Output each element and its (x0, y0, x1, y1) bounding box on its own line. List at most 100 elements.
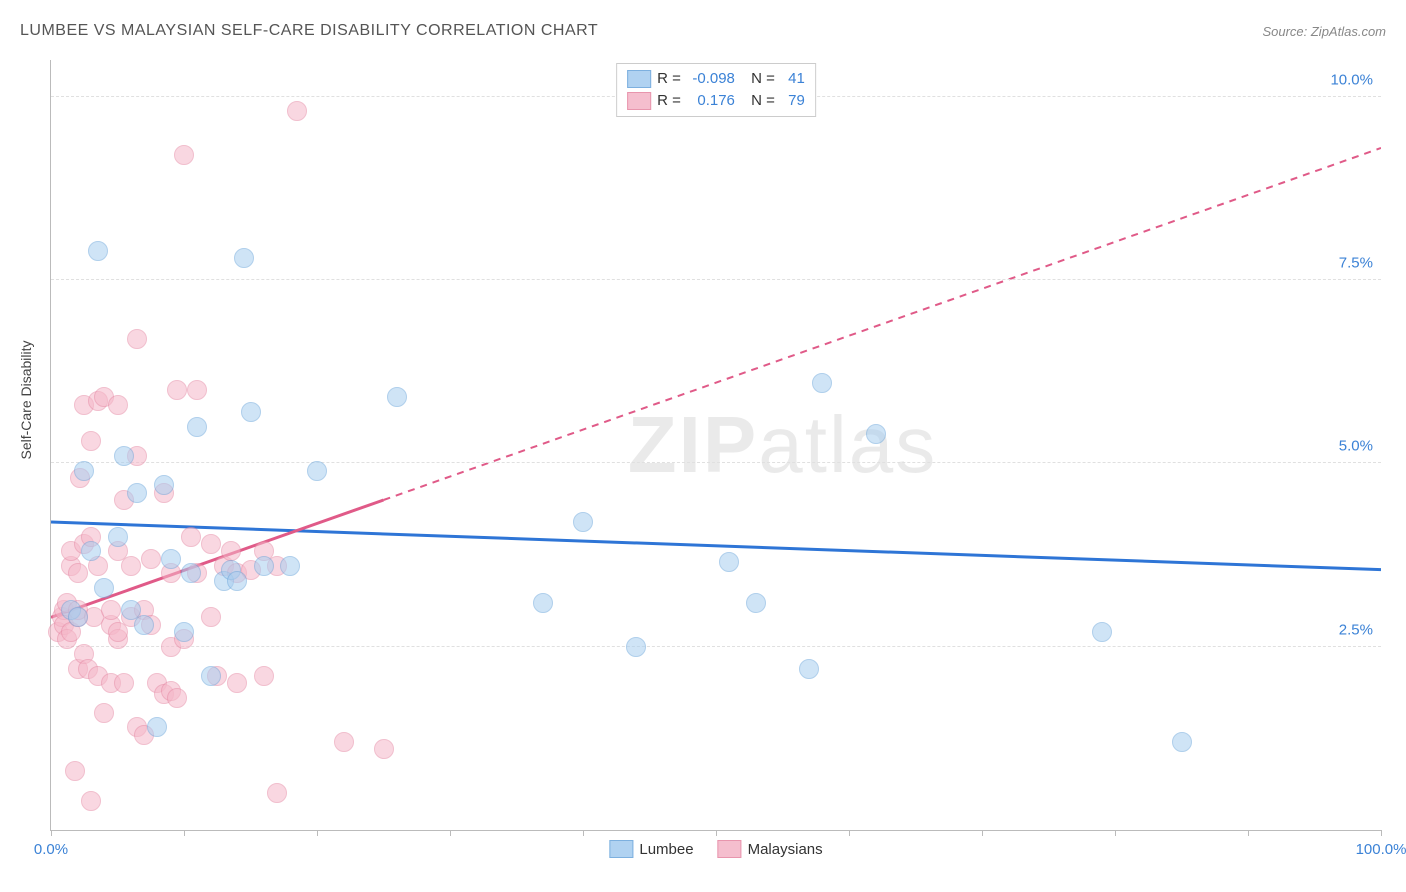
x-tick (184, 830, 185, 836)
legend-r-label: R = (657, 68, 681, 90)
lumbee-point (187, 417, 207, 437)
x-tick (51, 830, 52, 836)
bottom-legend-malaysians: Malaysians (718, 840, 823, 858)
lumbee-point (387, 387, 407, 407)
malaysians-point (108, 395, 128, 415)
lumbee-point (234, 248, 254, 268)
lumbee-point (147, 717, 167, 737)
lumbee-point (81, 541, 101, 561)
lumbee-point (201, 666, 221, 686)
x-tick (583, 830, 584, 836)
y-tick-label: 5.0% (1339, 438, 1373, 455)
lumbee-point (88, 241, 108, 261)
gridline (51, 462, 1381, 463)
x-tick (450, 830, 451, 836)
lumbee-point (746, 593, 766, 613)
malaysians-point (334, 732, 354, 752)
malaysians-point (167, 688, 187, 708)
malaysians-point (181, 527, 201, 547)
x-tick (1248, 830, 1249, 836)
malaysians-point (201, 534, 221, 554)
malaysians-point (287, 101, 307, 121)
legend-r-label-2: R = (657, 90, 681, 112)
malaysians-point (174, 145, 194, 165)
lumbee-point (227, 571, 247, 591)
malaysians-point (81, 431, 101, 451)
y-tick-label: 2.5% (1339, 621, 1373, 638)
lumbee-label: Lumbee (639, 841, 693, 858)
lumbee-point (866, 424, 886, 444)
lumbee-point (799, 659, 819, 679)
lumbee-point (1172, 732, 1192, 752)
lumbee-point (1092, 622, 1112, 642)
chart-source: Source: ZipAtlas.com (1262, 24, 1386, 39)
lumbee-point (307, 461, 327, 481)
x-tick-label: 0.0% (34, 841, 68, 858)
lumbee-point (280, 556, 300, 576)
x-tick (982, 830, 983, 836)
malaysians-point (65, 761, 85, 781)
lumbee-point (812, 373, 832, 393)
lumbee-point (154, 475, 174, 495)
malaysians-n-value: 79 (781, 90, 805, 112)
watermark-zip: ZIP (628, 400, 758, 489)
plot-area: ZIPatlas R = -0.098 N = 41 R = 0.176 N =… (50, 60, 1381, 831)
lumbee-point (181, 563, 201, 583)
y-tick-label: 7.5% (1339, 255, 1373, 272)
legend-stats-lumbee: R = -0.098 N = 41 (627, 68, 805, 90)
gridline (51, 279, 1381, 280)
lumbee-r-value: -0.098 (687, 68, 735, 90)
legend-stats-malaysians: R = 0.176 N = 79 (627, 90, 805, 112)
lumbee-point (626, 637, 646, 657)
x-tick-label: 100.0% (1356, 841, 1406, 858)
malaysians-swatch-bottom (718, 840, 742, 858)
malaysians-point (267, 783, 287, 803)
malaysians-point (167, 380, 187, 400)
y-axis-label: Self-Care Disability (18, 340, 34, 459)
lumbee-point (134, 615, 154, 635)
lumbee-point (719, 552, 739, 572)
malaysians-point (141, 549, 161, 569)
malaysians-point (201, 607, 221, 627)
malaysians-point (101, 600, 121, 620)
malaysians-point (81, 791, 101, 811)
lumbee-point (533, 593, 553, 613)
chart-title: LUMBEE VS MALAYSIAN SELF-CARE DISABILITY… (20, 22, 598, 40)
malaysians-point (127, 329, 147, 349)
lumbee-swatch (627, 70, 651, 88)
bottom-legend: Lumbee Malaysians (609, 840, 822, 858)
x-tick (1115, 830, 1116, 836)
lumbee-point (114, 446, 134, 466)
malaysians-swatch (627, 92, 651, 110)
lumbee-point (94, 578, 114, 598)
lumbee-point (241, 402, 261, 422)
x-tick (716, 830, 717, 836)
trend-lines-layer (51, 60, 1381, 830)
lumbee-point (127, 483, 147, 503)
malaysians-label: Malaysians (748, 841, 823, 858)
lumbee-point (254, 556, 274, 576)
chart-header: LUMBEE VS MALAYSIAN SELF-CARE DISABILITY… (20, 22, 1386, 40)
malaysians-point (221, 541, 241, 561)
malaysians-point (227, 673, 247, 693)
lumbee-n-value: 41 (781, 68, 805, 90)
malaysians-point (114, 673, 134, 693)
x-tick (317, 830, 318, 836)
malaysians-point (68, 563, 88, 583)
malaysians-point (254, 666, 274, 686)
y-tick-label: 10.0% (1330, 71, 1373, 88)
malaysians-point (94, 703, 114, 723)
x-tick (1381, 830, 1382, 836)
lumbee-point (161, 549, 181, 569)
watermark: ZIPatlas (628, 399, 937, 491)
x-tick (849, 830, 850, 836)
watermark-atlas: atlas (758, 400, 937, 489)
lumbee-point (74, 461, 94, 481)
lumbee-swatch-bottom (609, 840, 633, 858)
lumbee-point (573, 512, 593, 532)
legend-n-label: N = (751, 68, 775, 90)
lumbee-point (68, 607, 88, 627)
gridline (51, 646, 1381, 647)
lumbee-point (174, 622, 194, 642)
legend-n-label-2: N = (751, 90, 775, 112)
